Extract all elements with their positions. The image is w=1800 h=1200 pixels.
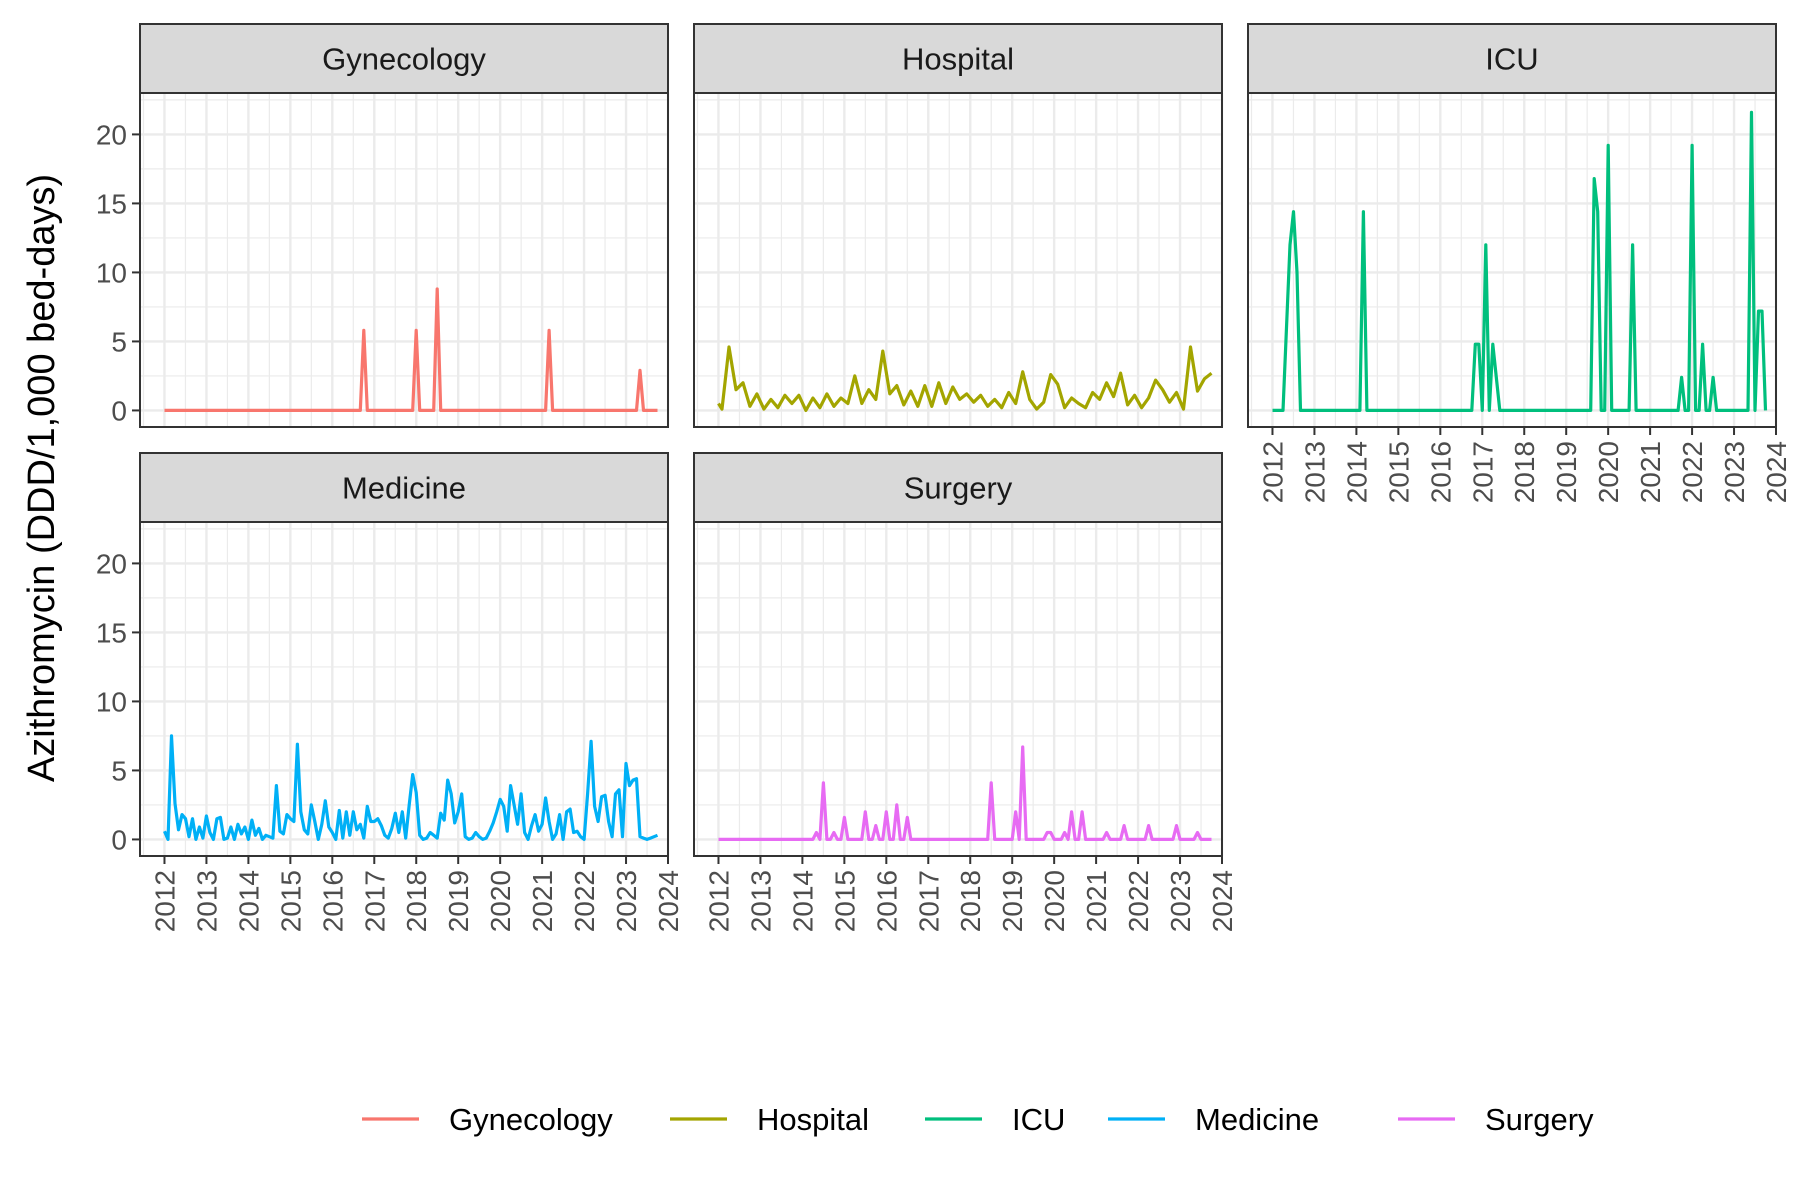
facet-panel-medicine: Medicine 0 5 10 15 20 2012 2013 2014 2015 2016 2017… xyxy=(96,452,684,932)
panel-background xyxy=(694,93,1222,427)
x-tick-label: 2017 xyxy=(1467,441,1498,503)
x-tick-label: 2015 xyxy=(829,870,860,932)
gridlines xyxy=(694,93,1224,427)
legend: Gynecology Hospital ICU Medicine Surgery xyxy=(362,1102,1594,1137)
x-tick-label: 2023 xyxy=(611,870,642,932)
y-tick-label: 15 xyxy=(96,188,127,219)
x-tick-label: 2015 xyxy=(1383,441,1414,503)
y-tick-label: 0 xyxy=(111,395,127,426)
x-tick-label: 2018 xyxy=(401,870,432,932)
x-tick-label: 2016 xyxy=(1425,441,1456,503)
y-tick-label: 20 xyxy=(96,119,127,150)
facet-panel-gynecology: Gynecology 0 5 10 15 20 xyxy=(96,23,670,428)
series-line-medicine xyxy=(163,734,659,842)
facet-strip-label: Medicine xyxy=(342,471,466,506)
legend-item-surgery: Surgery xyxy=(1398,1102,1594,1137)
facet-panel-hospital: Hospital xyxy=(693,23,1224,428)
legend-label: Hospital xyxy=(757,1102,869,1137)
panel-border xyxy=(693,92,1223,428)
x-tick-label: 2020 xyxy=(1593,441,1624,503)
panel-border xyxy=(139,521,669,857)
x-tick-label: 2022 xyxy=(569,870,600,932)
facet-strip-label: Gynecology xyxy=(322,42,486,77)
panel-border xyxy=(1247,92,1777,428)
y-tick-label: 10 xyxy=(96,257,127,288)
facet-strip xyxy=(139,23,669,94)
y-tick-label: 10 xyxy=(96,686,127,717)
x-tick-label: 2017 xyxy=(359,870,390,932)
facet-strip-label: Hospital xyxy=(902,42,1014,77)
x-tick-label: 2021 xyxy=(1081,870,1112,932)
facet-panel-icu: ICU 2012 2013 2014 2015 2016 2017 2018 2019 2020 2… xyxy=(1247,23,1792,503)
facet-strip-label: ICU xyxy=(1485,42,1538,77)
y-tick-label: 15 xyxy=(96,617,127,648)
x-tick-label: 2014 xyxy=(233,870,264,932)
series-line-hospital xyxy=(717,345,1213,412)
x-tick-label: 2022 xyxy=(1677,441,1708,503)
x-tick-label: 2018 xyxy=(1509,441,1540,503)
legend-label: Gynecology xyxy=(449,1102,613,1137)
x-tick-label: 2021 xyxy=(1635,441,1666,503)
x-tick-label: 2014 xyxy=(787,870,818,932)
facet-strip xyxy=(139,452,669,523)
y-axis-label: Azithromycin (DDD/1,000 bed-days) xyxy=(21,174,63,782)
x-tick-label: 2021 xyxy=(527,870,558,932)
x-tick-label: 2018 xyxy=(955,870,986,932)
y-tick-label: 0 xyxy=(111,824,127,855)
x-tick-label: 2012 xyxy=(1258,441,1289,503)
legend-item-gynecology: Gynecology xyxy=(362,1102,613,1137)
x-tick-label: 2020 xyxy=(485,870,516,932)
series-line-gynecology xyxy=(164,287,658,412)
x-tick-label: 2015 xyxy=(275,870,306,932)
panel-background xyxy=(140,93,668,427)
legend-label: ICU xyxy=(1012,1102,1065,1137)
facet-panel-surgery: Surgery 2012 2013 2014 2015 2016 2017 2018 2019 2… xyxy=(693,452,1238,932)
x-tick-label: 2024 xyxy=(653,870,684,932)
y-tick-label: 20 xyxy=(96,548,127,579)
x-tick-label: 2013 xyxy=(745,870,776,932)
x-tick-label: 2019 xyxy=(443,870,474,932)
panel-background xyxy=(140,522,668,856)
facet-strip xyxy=(693,23,1223,94)
x-tick-label: 2023 xyxy=(1719,441,1750,503)
facet-strip xyxy=(693,452,1223,523)
x-tick-label: 2012 xyxy=(150,870,181,932)
x-tick-label: 2022 xyxy=(1123,870,1154,932)
panel-background xyxy=(694,522,1222,856)
series-line-icu xyxy=(1272,110,1768,412)
legend-label: Surgery xyxy=(1485,1102,1594,1137)
facet-strip xyxy=(1247,23,1777,94)
x-tick-label: 2016 xyxy=(317,870,348,932)
x-tick-label: 2012 xyxy=(704,870,735,932)
y-tick-label: 5 xyxy=(111,755,127,786)
legend-item-medicine: Medicine xyxy=(1108,1102,1319,1137)
x-tick-label: 2016 xyxy=(871,870,902,932)
series-line-surgery xyxy=(718,745,1212,842)
x-tick-label: 2017 xyxy=(913,870,944,932)
legend-item-icu: ICU xyxy=(925,1102,1065,1137)
panel-border xyxy=(139,92,669,428)
legend-label: Medicine xyxy=(1195,1102,1319,1137)
x-tick-label: 2019 xyxy=(1551,441,1582,503)
legend-item-hospital: Hospital xyxy=(670,1102,869,1137)
y-tick-label: 5 xyxy=(111,326,127,357)
panel-border xyxy=(693,521,1223,857)
x-tick-label: 2019 xyxy=(997,870,1028,932)
facet-strip-label: Surgery xyxy=(904,471,1013,506)
x-tick-label: 2013 xyxy=(1299,441,1330,503)
gridlines xyxy=(694,522,1224,856)
x-tick-label: 2013 xyxy=(191,870,222,932)
x-tick-label: 2014 xyxy=(1341,441,1372,503)
x-tick-label: 2023 xyxy=(1165,870,1196,932)
x-tick-label: 2024 xyxy=(1761,441,1792,503)
x-tick-label: 2024 xyxy=(1207,870,1238,932)
x-tick-label: 2020 xyxy=(1039,870,1070,932)
panel-background xyxy=(1248,93,1776,427)
